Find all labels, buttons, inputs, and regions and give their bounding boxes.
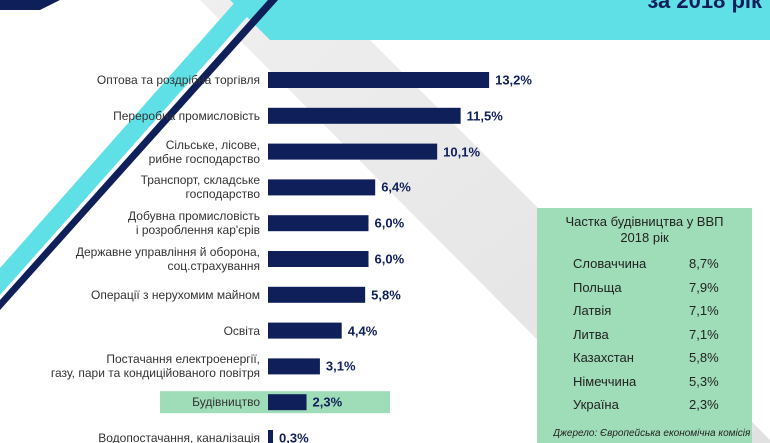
share: 5,3% bbox=[689, 373, 719, 389]
bar bbox=[268, 358, 320, 375]
share: 5,8% bbox=[689, 350, 719, 365]
category-label: Транспорт, складське господарство bbox=[140, 173, 260, 202]
category-label: Операції з нерухомим майном bbox=[91, 287, 260, 302]
country: Україна bbox=[573, 397, 619, 412]
share: 7,1% bbox=[689, 303, 719, 318]
value-label: 5,8% bbox=[371, 287, 401, 303]
value-label: 4,4% bbox=[347, 323, 378, 339]
value-label: 13,2% bbox=[495, 72, 532, 88]
value-label: 11,5% bbox=[466, 108, 503, 124]
share: 7,9% bbox=[689, 279, 719, 295]
country: Казахстан bbox=[573, 350, 634, 365]
share-table: Частка будівництва у ВВП 2018 рік Джерел… bbox=[537, 208, 752, 443]
bar bbox=[268, 179, 376, 196]
bar bbox=[268, 322, 342, 339]
category-label: Добувна промисловість і розроблення кар'… bbox=[128, 209, 260, 238]
country: Латвія bbox=[573, 303, 612, 318]
country: Словаччина bbox=[573, 256, 647, 271]
category-label: Освіта bbox=[223, 323, 260, 338]
value-label: 2,3% bbox=[312, 394, 343, 410]
bar bbox=[268, 394, 307, 411]
share: 8,7% bbox=[689, 256, 719, 271]
category-label: Державне управління й оборона, соц.страх… bbox=[75, 245, 260, 273]
value-label: 6,0% bbox=[374, 215, 405, 231]
value-label: 3,1% bbox=[325, 358, 356, 374]
bar bbox=[268, 143, 438, 160]
country: Німеччина bbox=[573, 373, 637, 389]
country: Литва bbox=[573, 326, 609, 342]
value-label: 6,0% bbox=[374, 251, 405, 267]
category-label: Постачання електроенергії, газу, пари та… bbox=[50, 352, 260, 381]
bar bbox=[268, 430, 274, 443]
bar bbox=[268, 251, 369, 267]
bar bbox=[268, 286, 366, 303]
bar bbox=[268, 72, 490, 88]
table-title: Частка будівництва у ВВП 2018 рік bbox=[565, 214, 724, 245]
category-label: Сільське, лісове, рибне господарство bbox=[148, 137, 260, 166]
share: 7,1% bbox=[689, 326, 719, 342]
category-label: Оптова та роздрібна торгівля bbox=[96, 73, 260, 87]
bar bbox=[268, 107, 461, 124]
value-label: 0,3% bbox=[279, 430, 309, 443]
category-label: Переробна промисловість bbox=[113, 108, 260, 123]
bar bbox=[268, 215, 369, 232]
category-label: Будівництво bbox=[192, 395, 260, 410]
subtitle: за 2018 рік bbox=[647, 0, 762, 13]
share: 2,3% bbox=[689, 397, 719, 412]
value-label: 10,1% bbox=[443, 144, 481, 160]
category-label: Водопостачання, каналізація bbox=[98, 431, 260, 443]
country: Польща bbox=[573, 279, 622, 295]
value-label: 6,4% bbox=[381, 179, 411, 195]
source-note: Джерело: Європейська економічна комісія bbox=[553, 428, 751, 439]
